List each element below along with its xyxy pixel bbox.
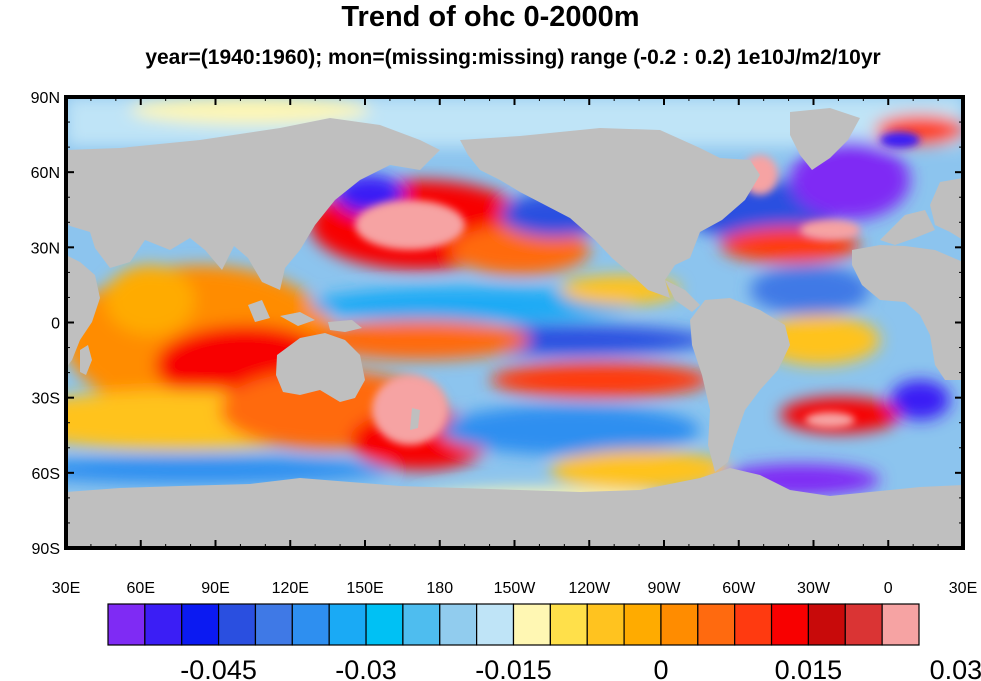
lon-tick-label: 0 <box>884 580 893 597</box>
map-subtitle: year=(1940:1960); mon=(missing:missing) … <box>145 46 881 69</box>
colorbar-swatch <box>254 603 293 646</box>
colorbar-swatch <box>881 603 920 646</box>
colorbar-swatch <box>181 603 220 646</box>
colorbar-swatch <box>734 603 773 646</box>
lon-tick-label: 60E <box>127 580 155 597</box>
lon-tick-label: 120W <box>568 580 611 597</box>
colorbar-swatch <box>144 603 183 646</box>
colorbar-swatch <box>512 603 551 646</box>
lat-tick-label: 60N <box>31 165 60 182</box>
lon-tick-label: 120E <box>272 580 309 597</box>
lat-tick-label: 60S <box>32 466 60 483</box>
land-masks <box>66 108 963 548</box>
lon-tick-label: 150E <box>346 580 383 597</box>
lat-tick-label: 90S <box>32 541 60 558</box>
colorbar-swatch <box>660 603 699 646</box>
colorbar-label: 0 <box>653 655 668 681</box>
colorbar-label: -0.03 <box>335 655 397 681</box>
lon-tick-label: 90W <box>648 580 682 597</box>
colorbar-swatch <box>476 603 515 646</box>
lon-tick-label: 60W <box>722 580 756 597</box>
colorbar-swatch <box>807 603 846 646</box>
colorbar-swatch <box>107 603 146 646</box>
colorbar-label: -0.045 <box>180 655 257 681</box>
colorbar-swatch <box>328 603 367 646</box>
map-title: Trend of ohc 0-2000m <box>341 1 640 33</box>
colorbar-label: -0.015 <box>475 655 552 681</box>
map-plot-area <box>66 97 963 548</box>
latitude-axis: 90N 60N 30N 0 30S 60S 90S <box>31 90 963 558</box>
colorbar-swatch <box>365 603 404 646</box>
lat-tick-label: 90N <box>31 90 60 107</box>
lon-tick-label: 30W <box>797 580 831 597</box>
colorbar-label: 0.015 <box>775 655 843 681</box>
colorbar-swatch <box>586 603 625 646</box>
lat-tick-label: 30N <box>31 240 60 257</box>
colorbar-swatch <box>697 603 736 646</box>
colorbar-swatch <box>217 603 257 646</box>
colorbar-swatch <box>549 603 588 646</box>
colorbar-swatch <box>844 603 883 646</box>
lon-tick-label: 150W <box>494 580 537 597</box>
longitude-axis: 30E 60E 90E 120E 150E 180 150W 120W 90W 60W 30W 0 30… <box>52 97 977 597</box>
colorbar-label: 0.03 <box>930 655 981 681</box>
lon-tick-label: 30E <box>949 580 977 597</box>
colorbar-swatch <box>291 603 330 646</box>
colorbar-swatch <box>439 603 478 646</box>
colorbar-swatch <box>402 603 441 646</box>
lat-tick-label: 30S <box>32 391 60 408</box>
lon-tick-label: 30E <box>52 580 80 597</box>
colorbar-swatch <box>623 603 662 646</box>
lat-tick-label: 0 <box>51 316 60 333</box>
lon-tick-label: 90E <box>201 580 229 597</box>
lon-tick-label: 180 <box>426 580 453 597</box>
colorbar-swatch <box>770 603 810 646</box>
